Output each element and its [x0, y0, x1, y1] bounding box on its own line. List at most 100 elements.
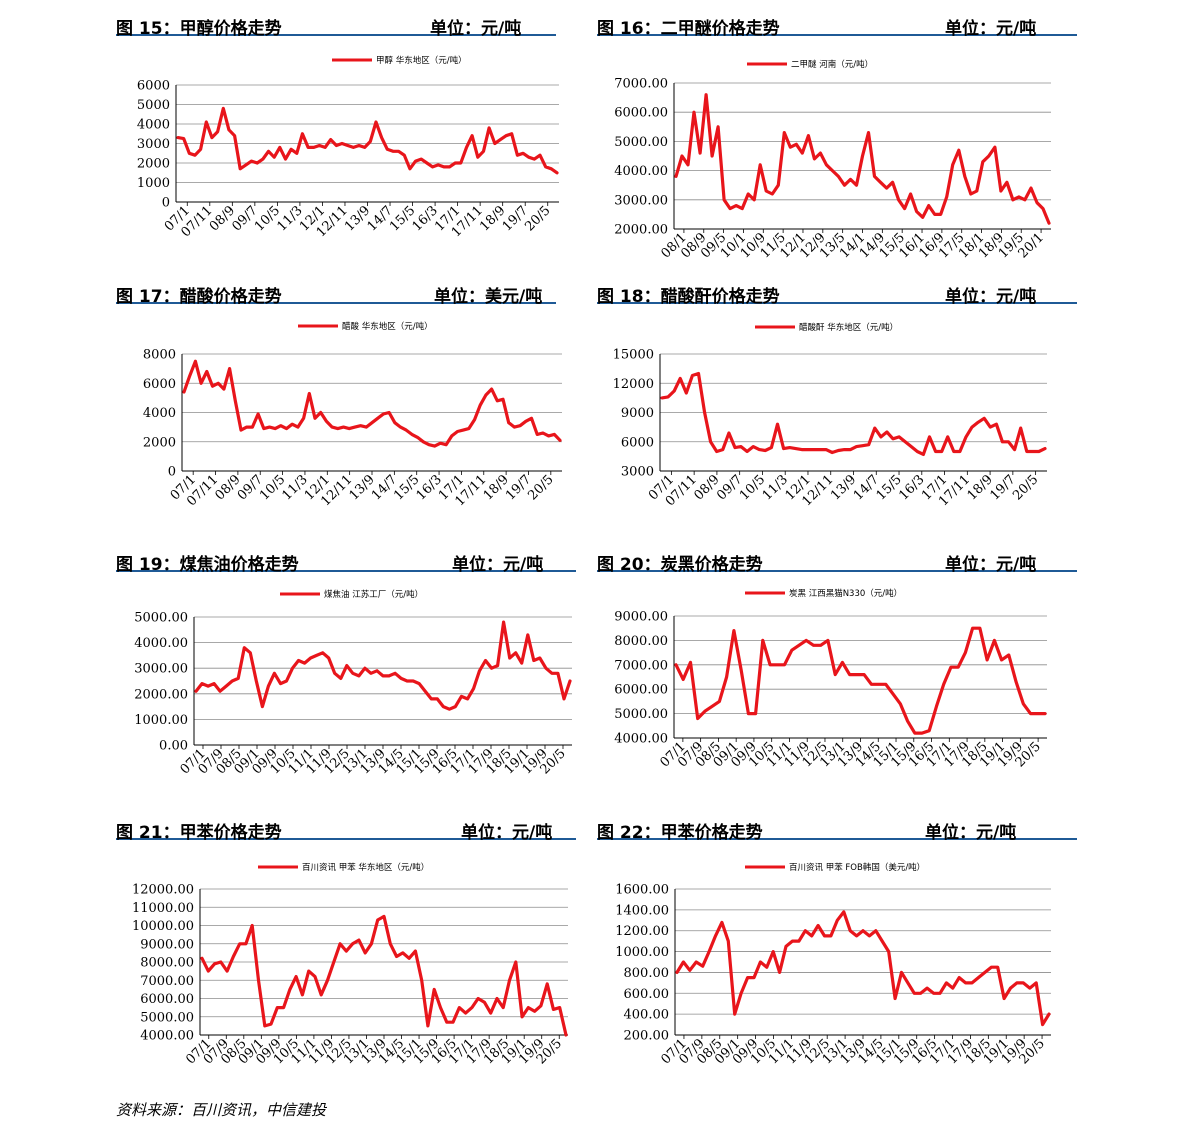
y-tick-label: 4000.00 — [134, 636, 188, 651]
chart-title: 图 18：醋酸酐价格走势 — [597, 287, 780, 307]
y-tick-label: 3000.00 — [134, 662, 188, 677]
panel-header: 图 18：醋酸酐价格走势 单位：元/吨 — [597, 268, 1077, 307]
series-line — [182, 359, 562, 448]
panel-coal-tar: 图 19：煤焦油价格走势 单位：元/吨 0.00 1000.00 2000.00 30… — [116, 536, 576, 804]
series-line — [675, 910, 1051, 1027]
chart-unit: 单位：美元/吨 — [434, 287, 543, 307]
y-tick-label: 3000.00 — [614, 193, 668, 208]
y-tick-label: 6000.00 — [140, 992, 194, 1007]
chart-title: 图 16：二甲醚价格走势 — [597, 19, 780, 39]
panel-header: 图 19：煤焦油价格走势 单位：元/吨 — [116, 536, 576, 575]
legend-label: 甲醇 华东地区（元/吨） — [376, 55, 467, 66]
legend-label: 二甲醚 河南（元/吨） — [791, 59, 873, 70]
y-tick-label: 3000 — [137, 137, 170, 152]
y-tick-label: 0 — [162, 196, 170, 211]
y-tick-label: 8000.00 — [140, 956, 194, 971]
chart-unit: 单位：元/吨 — [925, 823, 1017, 843]
y-tick-label: 9000 — [621, 406, 654, 421]
y-tick-label: 9000.00 — [614, 610, 668, 625]
panel-carbon-black: 图 20：炭黑价格走势 单位：元/吨 4000.00 5000.00 6000.00… — [597, 536, 1077, 804]
line-chart: 0.001000.002000.003000.004000.005000.000… — [134, 589, 572, 777]
y-tick-label: 6000 — [143, 377, 176, 392]
line-chart: 2000.00 3000.00 4000.00 5000.00 6000.00 7000.… — [614, 59, 1051, 261]
x-tick-label: 20/5 — [525, 472, 556, 503]
panel-toluene-east-china: 图 21：甲苯价格走势 单位：元/吨 4000.00 5000.00 6000.00… — [116, 804, 576, 1094]
panel-header: 图 16：二甲醚价格走势 单位：元/吨 — [597, 0, 1077, 39]
y-tick-label: 5000.00 — [140, 1010, 194, 1025]
y-tick-label: 11000.00 — [132, 901, 194, 916]
y-tick-label: 1000 — [137, 176, 170, 191]
line-chart: 4000.00 5000.00 6000.00 7000.00 8000.00 9000.… — [614, 588, 1047, 770]
legend-label: 炭黑 江西黑猫N330（元/吨） — [789, 588, 902, 599]
y-tick-label: 4000 — [143, 406, 176, 421]
y-tick-label: 6000.00 — [614, 106, 668, 121]
chart-title: 图 19：煤焦油价格走势 — [116, 555, 299, 575]
series-line — [194, 620, 572, 711]
chart-unit: 单位：元/吨 — [430, 19, 522, 39]
line-chart: 4000.00 5000.00 6000.00 7000.00 8000.00 9000.… — [132, 862, 568, 1067]
y-tick-label: 6000.00 — [614, 683, 668, 698]
y-tick-label: 3000 — [621, 465, 654, 480]
y-tick-label: 12000.00 — [132, 883, 194, 898]
chart-unit: 单位：元/吨 — [945, 555, 1037, 575]
line-chart: 200.00 400.00 600.00 800.00 1000.00 1200.00 14… — [615, 862, 1051, 1067]
y-tick-label: 1400.00 — [615, 903, 669, 918]
x-tick-label: 20/5 — [522, 203, 553, 234]
panel-dimethyl-ether: 图 16：二甲醚价格走势 单位：元/吨 2000.00 3000.00 4000.0… — [597, 0, 1077, 268]
panel-header: 图 21：甲苯价格走势 单位：元/吨 — [116, 804, 576, 843]
panel-header: 图 20：炭黑价格走势 单位：元/吨 — [597, 536, 1077, 575]
y-tick-label: 7000.00 — [140, 974, 194, 989]
line-chart: 010002000300040005000600007/107/1108/909… — [137, 55, 559, 240]
y-tick-label: 5000.00 — [614, 135, 668, 150]
y-tick-label: 1000.00 — [615, 945, 669, 960]
legend-label: 百川资讯 甲苯 华东地区（元/吨） — [302, 862, 429, 873]
panel-header: 图 22：甲苯价格走势 单位：元/吨 — [597, 804, 1077, 843]
line-chart: 0200040006000800007/107/1108/909/710/511… — [143, 321, 562, 509]
panel-header: 图 17：醋酸价格走势 单位：美元/吨 — [116, 268, 556, 307]
chart-title: 图 20：炭黑价格走势 — [597, 555, 763, 575]
y-tick-label: 2000.00 — [614, 223, 668, 238]
y-tick-label: 7000.00 — [614, 658, 668, 673]
legend-label: 醋酸 华东地区（元/吨） — [342, 321, 433, 332]
chart-unit: 单位：元/吨 — [452, 555, 544, 575]
series-line — [200, 914, 568, 1037]
y-tick-label: 5000.00 — [614, 707, 668, 722]
y-tick-label: 6000 — [137, 79, 170, 94]
y-tick-label: 4000.00 — [614, 732, 668, 747]
y-tick-label: 8000 — [143, 348, 176, 363]
series-line — [660, 371, 1047, 456]
y-tick-label: 2000 — [143, 435, 176, 450]
line-chart: 300060009000120001500007/107/1108/909/71… — [613, 322, 1047, 509]
y-tick-label: 15000 — [613, 348, 654, 363]
chart-unit: 单位：元/吨 — [461, 823, 553, 843]
y-tick-label: 800.00 — [624, 966, 670, 981]
y-tick-label: 5000 — [137, 98, 170, 113]
panel-acetic-anhydride: 图 18：醋酸酐价格走势 单位：元/吨 3000 6000 9000 12000 150… — [597, 268, 1077, 536]
legend-label: 煤焦油 江苏工厂（元/吨） — [324, 589, 423, 600]
y-tick-label: 2000.00 — [134, 687, 188, 702]
panel-acetic-acid: 图 17：醋酸价格走势 单位：美元/吨 0 2000 4000 6000 8000 07/… — [116, 268, 562, 536]
panel-toluene-fob-korea: 图 22：甲苯价格走势 单位：元/吨 200.00 400.00 600.00 800… — [597, 804, 1077, 1094]
legend-label: 醋酸酐 华东地区（元/吨） — [799, 322, 898, 333]
y-tick-label: 10000.00 — [132, 919, 194, 934]
panel-methanol: 图 15：甲醇价格走势 单位：元/吨 0 1000 2000 3000 4000 5000… — [116, 0, 559, 268]
y-tick-label: 8000.00 — [614, 634, 668, 649]
y-tick-label: 1200.00 — [615, 924, 669, 939]
panel-header: 图 15：甲醇价格走势 单位：元/吨 — [116, 0, 556, 39]
y-tick-label: 1000.00 — [134, 713, 188, 728]
y-tick-label: 5000.00 — [134, 611, 188, 626]
y-tick-label: 4000.00 — [614, 164, 668, 179]
y-tick-label: 4000 — [137, 118, 170, 133]
source-note: 资料来源：百川资讯，中信建投 — [116, 1101, 327, 1119]
y-tick-label: 600.00 — [624, 987, 670, 1002]
chart-unit: 单位：元/吨 — [945, 19, 1037, 39]
y-tick-label: 1600.00 — [615, 883, 669, 898]
chart-unit: 单位：元/吨 — [945, 287, 1037, 307]
chart-title: 图 15：甲醇价格走势 — [116, 19, 282, 39]
series-line — [674, 626, 1047, 735]
series-line — [176, 106, 559, 175]
chart-title: 图 21：甲苯价格走势 — [116, 823, 282, 843]
y-tick-label: 2000 — [137, 157, 170, 172]
y-tick-label: 9000.00 — [140, 937, 194, 952]
series-line — [674, 93, 1051, 225]
